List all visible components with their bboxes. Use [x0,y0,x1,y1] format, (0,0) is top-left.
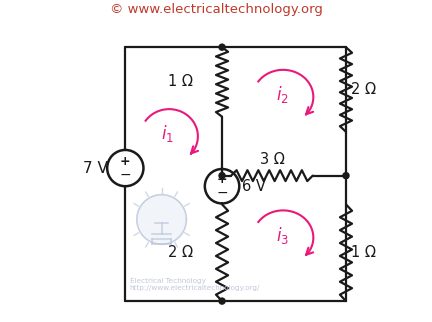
Circle shape [219,298,225,304]
Text: −: − [216,186,228,200]
Circle shape [343,173,349,179]
Polygon shape [137,195,186,244]
Text: −: − [120,168,131,182]
Text: 1 Ω: 1 Ω [168,74,194,90]
Circle shape [219,44,225,50]
Text: $i_1$: $i_1$ [161,123,174,144]
Text: +: + [217,173,227,186]
Text: $i_2$: $i_2$ [276,83,289,105]
Text: 6 V: 6 V [242,179,266,194]
Text: +: + [120,155,130,168]
Circle shape [219,173,225,179]
Text: 7 V: 7 V [83,161,108,175]
Text: 2 Ω: 2 Ω [168,245,194,260]
Title: © www.electricaltechnology.org: © www.electricaltechnology.org [110,3,322,16]
Text: 1 Ω: 1 Ω [350,245,375,260]
Text: Electrical Technology
http://www.electricaltechnology.org/: Electrical Technology http://www.electri… [130,278,260,291]
Text: 3 Ω: 3 Ω [260,152,284,166]
Text: $i_3$: $i_3$ [276,225,289,246]
Text: 2 Ω: 2 Ω [350,82,375,97]
